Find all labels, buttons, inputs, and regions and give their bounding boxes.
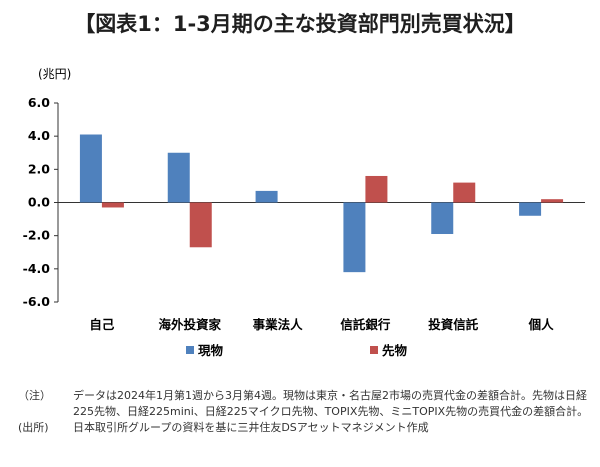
note-label: （注）: [18, 389, 51, 402]
bar-sakimono: [101, 202, 124, 208]
legend-label: 先物: [382, 343, 408, 358]
category-label: 個人: [528, 317, 555, 332]
y-tick-label: 6.0: [28, 95, 50, 110]
bar-sakimono: [365, 175, 388, 203]
y-tick-label: -6.0: [23, 294, 51, 309]
note-row: （注） データは2024年1月第1週から3月第4週。現物は東京・名古屋2市場の売…: [18, 388, 593, 420]
source-text: 日本取引所グループの資料を基に三井住友DSアセットマネジメント作成: [73, 421, 429, 434]
y-tick-label: 0.0: [28, 195, 50, 210]
bar-sakimono: [453, 182, 476, 203]
category-label: 投資信託: [428, 317, 479, 332]
chart-title: 【図表1：1-3月期の主な投資部門別売買状況】: [74, 12, 526, 36]
y-tick-label: 2.0: [28, 161, 50, 176]
bar-sakimono: [189, 202, 212, 248]
legend-swatch: [370, 346, 378, 354]
y-tick-label: -4.0: [23, 261, 51, 276]
category-label: 信託銀行: [340, 317, 391, 332]
bar-genbutsu: [79, 134, 102, 203]
category-label: 自己: [89, 317, 115, 332]
bar-genbutsu: [343, 202, 366, 273]
bar-genbutsu: [255, 190, 278, 203]
y-tick-label: -2.0: [23, 228, 51, 243]
category-label: 海外投資家: [158, 317, 221, 332]
bar-sakimono: [541, 199, 564, 203]
legend-swatch: [186, 346, 194, 354]
category-label: 事業法人: [253, 317, 304, 332]
bar-genbutsu: [519, 202, 542, 216]
note-text: データは2024年1月第1週から3月第4週。現物は東京・名古屋2市場の売買代金の…: [73, 389, 589, 418]
bar-genbutsu: [431, 202, 454, 235]
source-label: (出所): [18, 421, 49, 434]
y-axis-unit: (兆円): [38, 67, 71, 81]
legend-label: 現物: [198, 343, 224, 358]
footnotes: （注） データは2024年1月第1週から3月第4週。現物は東京・名古屋2市場の売…: [18, 388, 593, 436]
bar-chart: (兆円) 6.0 4.0 2.0 0.0 -2.0 -4.0 -6.0 自己 海外投資家 事業法…: [23, 67, 585, 358]
y-tick-label: 4.0: [28, 128, 50, 143]
bar-genbutsu: [167, 152, 190, 203]
source-row: (出所) 日本取引所グループの資料を基に三井住友DSアセットマネジメント作成: [18, 420, 593, 436]
